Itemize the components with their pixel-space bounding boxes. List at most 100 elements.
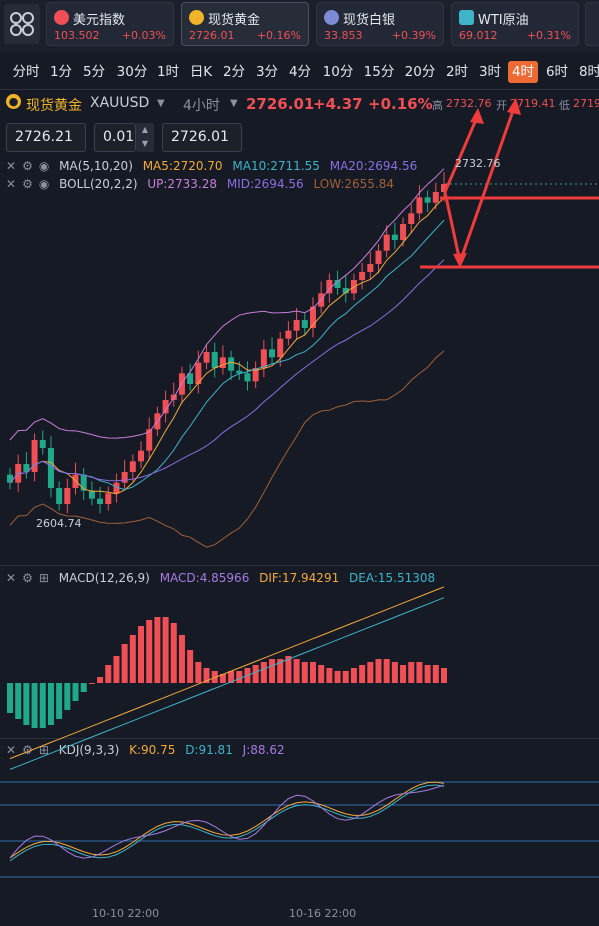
period-tab[interactable]: 1分 <box>49 64 73 80</box>
period-tab[interactable]: 4分 <box>288 64 312 80</box>
macd-bar <box>342 671 349 683</box>
eye-icon[interactable]: ◉ <box>38 177 50 191</box>
ticker-change: +0.39% <box>391 29 436 42</box>
period-tab[interactable]: 日K <box>189 64 213 80</box>
settings-icon[interactable]: ⚙ <box>22 177 33 191</box>
symbol-header: ● 现货黄金 XAUUSD ▼ 4小时 ▼ 2726.01 +4.37 +0.1… <box>0 92 599 116</box>
ma-label: MA(5,10,20) <box>59 159 133 173</box>
macd-bar <box>252 665 259 683</box>
period-tab[interactable]: 2分 <box>222 64 246 80</box>
period-tab[interactable]: 15分 <box>363 64 395 80</box>
macd-bar <box>64 683 71 710</box>
boll-low-line <box>9 350 445 548</box>
candle-body <box>424 197 431 203</box>
candle-body <box>7 474 13 483</box>
candle-body <box>408 213 415 224</box>
candle-body <box>72 474 79 488</box>
ma20-value: MA20:2694.56 <box>329 159 418 173</box>
candle-body <box>187 373 194 384</box>
close-icon[interactable]: ✕ <box>6 177 17 191</box>
period-tab[interactable]: 20分 <box>404 64 436 80</box>
dropdown-icon[interactable]: ▼ <box>230 98 238 109</box>
candle-body <box>432 192 439 203</box>
macd-bar <box>383 659 390 683</box>
candle-body <box>416 197 423 214</box>
macd-bar <box>219 674 226 683</box>
expand-icon[interactable]: ⊞ <box>38 743 49 757</box>
candle-body <box>252 368 259 382</box>
settings-icon[interactable]: ⚙ <box>22 159 33 173</box>
macd-bar <box>309 662 316 683</box>
macd-bar <box>121 644 128 683</box>
period-tab[interactable]: 3分 <box>255 64 279 80</box>
candle-body <box>367 264 374 272</box>
candle-body <box>383 234 390 251</box>
period-tab[interactable]: 8时 <box>578 64 599 80</box>
candle-body <box>301 320 308 328</box>
candle-body <box>260 349 267 368</box>
period-tab[interactable]: 3时 <box>478 64 502 80</box>
timeframe-selector[interactable]: 4小时 <box>183 98 220 114</box>
arrow-down-line <box>443 191 462 263</box>
close-icon[interactable]: ✕ <box>6 743 17 757</box>
macd-bar <box>424 665 431 683</box>
period-selector: 分时 1分 5分 30分 1时 日K 2分 3分 4分 10分 15分 20分 … <box>0 58 599 86</box>
bid-price-box[interactable]: 2726.21 <box>6 123 86 152</box>
d-value: D:91.81 <box>185 743 233 757</box>
ticker-usd-index[interactable]: 美元指数 103.502 +0.03% <box>46 2 174 46</box>
lots-stepper[interactable]: ▲ ▼ <box>136 123 154 152</box>
candle-body <box>285 330 292 339</box>
divider <box>0 89 599 90</box>
min-price-label: 2604.74 <box>36 517 82 530</box>
dea-line <box>9 597 445 770</box>
close-icon[interactable]: ✕ <box>6 159 17 173</box>
symbol-name[interactable]: 现货黄金 <box>26 98 82 114</box>
macd-bar <box>105 665 112 683</box>
ticker-wti-oil[interactable]: WTI原油 69.012 +0.31% <box>451 2 579 46</box>
ticker-spot-gold[interactable]: 现货黄金 2726.01 +0.16% <box>181 2 309 46</box>
macd-bar <box>236 671 243 683</box>
settings-icon[interactable]: ⚙ <box>22 571 33 585</box>
settings-icon[interactable]: ⚙ <box>22 743 33 757</box>
ticker-more[interactable] <box>585 2 599 46</box>
divider <box>0 738 599 739</box>
symbol-code[interactable]: XAUUSD <box>90 95 150 111</box>
close-icon[interactable]: ✕ <box>6 571 17 585</box>
macd-bar <box>301 662 308 683</box>
open-value: 2719.41 <box>510 97 556 110</box>
macd-bar <box>350 668 357 683</box>
ticker-spot-silver[interactable]: 现货白银 33.853 +0.39% <box>316 2 444 46</box>
boll-up-value: UP:2733.28 <box>147 177 218 191</box>
macd-bar <box>228 671 235 683</box>
period-tab[interactable]: 分时 <box>12 64 40 80</box>
ask-price-box[interactable]: 2726.01 <box>162 123 242 152</box>
macd-bar <box>7 683 13 713</box>
arrow-head <box>470 108 484 124</box>
candle-body <box>293 320 300 331</box>
period-tab[interactable]: 10分 <box>322 64 354 80</box>
grid-menu-icon[interactable] <box>4 4 40 44</box>
eye-icon[interactable]: ◉ <box>38 159 50 173</box>
period-tab[interactable]: 30分 <box>116 64 148 80</box>
expand-icon[interactable]: ⊞ <box>38 571 49 585</box>
period-tab[interactable]: 5分 <box>82 64 106 80</box>
boll-legend: ✕ ⚙ ◉ BOLL(20,2,2) UP:2733.28 MID:2694.56 … <box>6 177 400 191</box>
ticker-name: WTI原油 <box>478 13 529 28</box>
macd-bar <box>285 656 292 683</box>
candle-body <box>359 272 366 280</box>
macd-value: MACD:4.85966 <box>159 571 250 585</box>
candle-body <box>342 288 349 294</box>
max-price-label: 2732.76 <box>455 157 501 170</box>
candle-body <box>375 250 382 264</box>
macd-bar <box>293 659 300 683</box>
macd-bar <box>334 671 341 683</box>
period-tab-active[interactable]: 4时 <box>508 61 538 83</box>
dropdown-icon[interactable]: ▼ <box>157 98 165 109</box>
macd-bar <box>400 665 407 683</box>
period-tab[interactable]: 1时 <box>156 64 180 80</box>
period-tab[interactable]: 2时 <box>445 64 469 80</box>
period-tab[interactable]: 6时 <box>545 64 569 80</box>
macd-bar <box>203 668 210 683</box>
lots-input[interactable]: 0.01 <box>94 123 136 152</box>
